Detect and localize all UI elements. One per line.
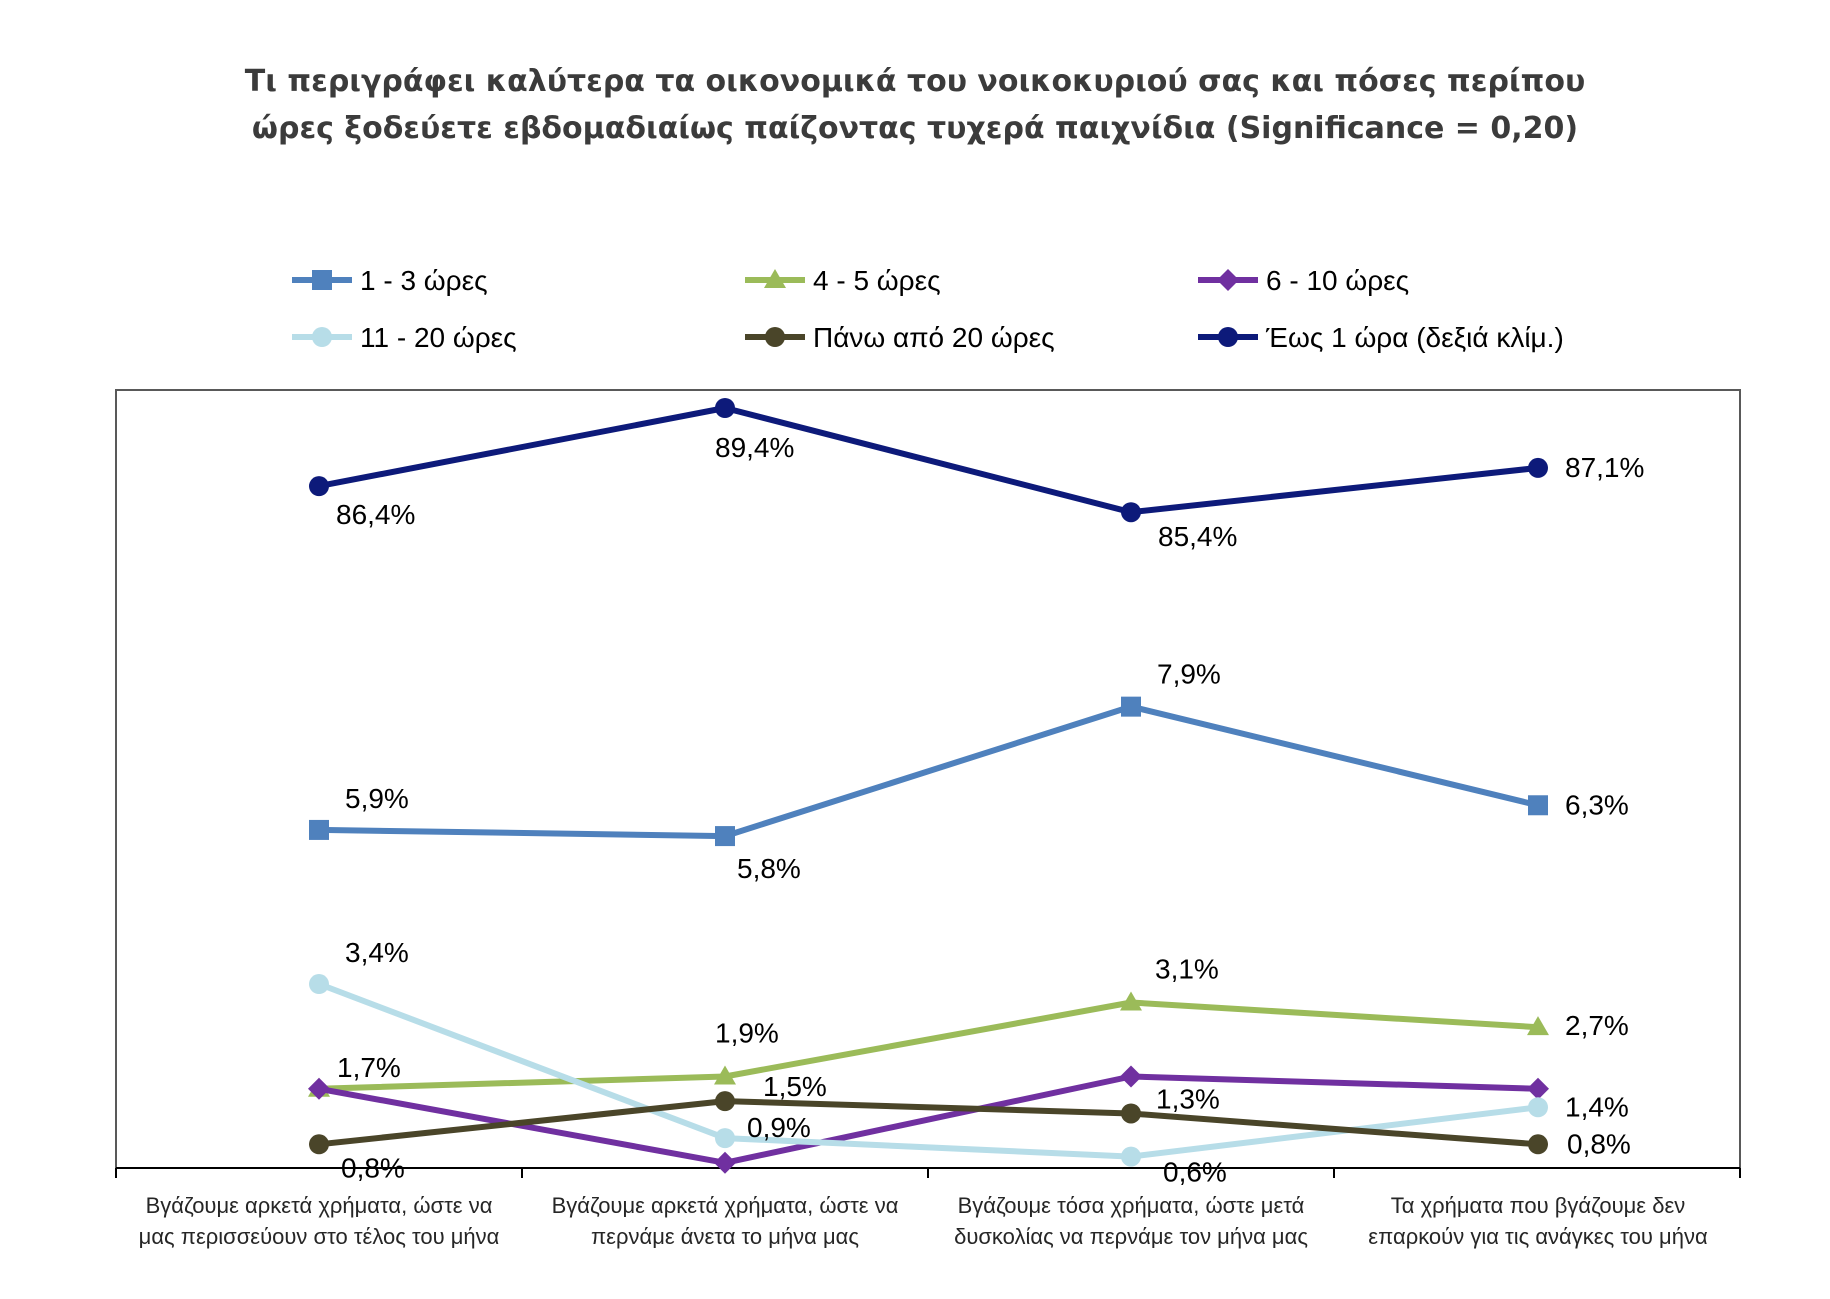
data-point (1121, 696, 1141, 717)
data-point (1120, 991, 1142, 1011)
data-point (715, 826, 735, 847)
data-point (715, 1128, 735, 1149)
x-tick-label-4: Τα χρήματα που βγάζουμε δεν επαρκούν για … (1368, 1193, 1708, 1249)
series-line (318, 405, 1539, 516)
data-label: 89,4% (715, 432, 794, 463)
data-point (714, 1151, 736, 1174)
legend-label: 11 - 20 ώρες (360, 322, 517, 353)
legend-swatch-marker (764, 269, 786, 288)
data-point (309, 1134, 329, 1155)
data-point (1120, 1065, 1142, 1088)
x-tick-label-1: Βγάζουμε αρκετά χρήματα, ώστε να μας περι… (139, 1193, 500, 1249)
legend-label: Πάνω από 20 ώρες (813, 322, 1055, 353)
chart-title-line-1: Τι περιγράφει καλύτερα τα οικονομικά του… (244, 64, 1586, 99)
legend-label: 6 - 10 ώρες (1266, 265, 1409, 296)
legend-swatch-marker (1217, 269, 1239, 291)
x-tick-label-line: Βγάζουμε τόσα χρήματα, ώστε μετά (958, 1193, 1305, 1218)
data-point (309, 819, 329, 840)
data-point (1121, 1146, 1141, 1167)
legend-swatch-marker (765, 327, 785, 347)
data-point (1528, 1134, 1548, 1155)
data-point (1528, 457, 1548, 478)
chart-title: Τι περιγράφει καλύτερα τα οικονομικά του… (0, 58, 1830, 152)
series-5: 0,8% 1,5% 1,3% 0,8% (309, 1071, 1631, 1183)
data-point (1528, 1097, 1548, 1118)
data-point (1121, 1103, 1141, 1124)
data-label: 7,9% (1157, 659, 1221, 690)
data-point (1528, 795, 1548, 816)
x-tick-label-line: επαρκούν για τις ανάγκες του μήνα (1368, 1224, 1708, 1249)
legend-label: 4 - 5 ώρες (813, 265, 941, 296)
data-point (1527, 1016, 1549, 1036)
series-2: 1,7% 1,9% 3,1% 2,7% (308, 954, 1629, 1097)
data-label: 1,5% (763, 1071, 827, 1102)
legend-item-1: 1 - 3 ώρες (292, 265, 488, 296)
x-tick-label-line: Τα χρήματα που βγάζουμε δεν (1391, 1193, 1686, 1218)
data-label: 87,1% (1565, 452, 1644, 483)
data-point (715, 398, 735, 418)
legend-swatch-marker (1218, 327, 1238, 347)
data-label: 1,7% (337, 1052, 401, 1083)
legend-swatch-marker (312, 327, 332, 347)
data-label: 1,3% (1156, 1083, 1220, 1114)
legend-item-5: Πάνω από 20 ώρες (745, 322, 1055, 353)
data-label: 85,4% (1158, 521, 1237, 552)
data-label: 1,4% (1565, 1091, 1629, 1122)
series-line (318, 1073, 1539, 1166)
series-line (317, 981, 1539, 1160)
data-label: 2,7% (1565, 1010, 1629, 1041)
data-point (1121, 502, 1141, 523)
data-label: 0,9% (747, 1112, 811, 1143)
data-point (308, 1077, 330, 1100)
series-3 (308, 1065, 1549, 1174)
data-label: 86,4% (336, 499, 415, 530)
series-4: 3,4% 0,9% 0,6% 1,4% (309, 937, 1629, 1188)
legend-item-3: 6 - 10 ώρες (1198, 265, 1409, 296)
x-tick-label-3: Βγάζουμε τόσα χρήματα, ώστε μετά δυσκολία… (954, 1193, 1308, 1249)
data-label: 3,4% (345, 937, 409, 968)
x-tick-label-line: περνάμε άνετα το μήνα μας (591, 1224, 859, 1249)
legend: 1 - 3 ώρες 4 - 5 ώρες 6 - 10 ώρες 11 - 20 ώ… (292, 265, 1564, 353)
data-label: 5,9% (345, 783, 409, 814)
data-label: 5,8% (737, 853, 801, 884)
x-tick-label-line: δυσκολίας να περνάμε τον μήνα μας (954, 1224, 1308, 1249)
legend-item-4: 11 - 20 ώρες (292, 322, 517, 353)
legend-item-6: Έως 1 ώρα (δεξιά κλίμ.) (1198, 322, 1564, 353)
series-1: 5,9% 5,8% 7,9% 6,3% (309, 659, 1629, 884)
x-tick-label-line: Βγάζουμε αρκετά χρήματα, ώστε να (146, 1193, 493, 1218)
chart-title-line-2: ώρες ξοδεύετε εβδομαδιαίως παίζοντας τυχ… (251, 111, 1579, 146)
series-line (318, 1098, 1539, 1148)
data-label: 0,8% (341, 1152, 405, 1183)
x-tick-label-2: Βγάζουμε αρκετά χρήματα, ώστε να περνάμε … (552, 1193, 899, 1249)
data-label: 0,6% (1163, 1157, 1227, 1188)
data-label: 6,3% (1565, 789, 1629, 820)
series-line (318, 703, 1539, 840)
data-point (714, 1065, 736, 1085)
data-label: 3,1% (1155, 954, 1219, 985)
x-tick-label-line: Βγάζουμε αρκετά χρήματα, ώστε να (552, 1193, 899, 1218)
data-point (309, 476, 329, 497)
data-point (1527, 1077, 1549, 1100)
series-6: 86,4% 89,4% 85,4% 87,1% (309, 398, 1644, 552)
legend-item-2: 4 - 5 ώρες (745, 265, 941, 296)
data-point (715, 1091, 735, 1112)
legend-label: 1 - 3 ώρες (360, 265, 488, 296)
data-label: 0,8% (1567, 1128, 1631, 1159)
x-tick-label-line: μας περισσεύουν στο τέλος του μήνα (139, 1224, 500, 1249)
data-point (309, 974, 329, 995)
legend-label: Έως 1 ώρα (δεξιά κλίμ.) (1265, 322, 1564, 353)
series-line (318, 999, 1539, 1092)
legend-swatch-marker (312, 270, 332, 290)
data-label: 1,9% (715, 1017, 779, 1048)
